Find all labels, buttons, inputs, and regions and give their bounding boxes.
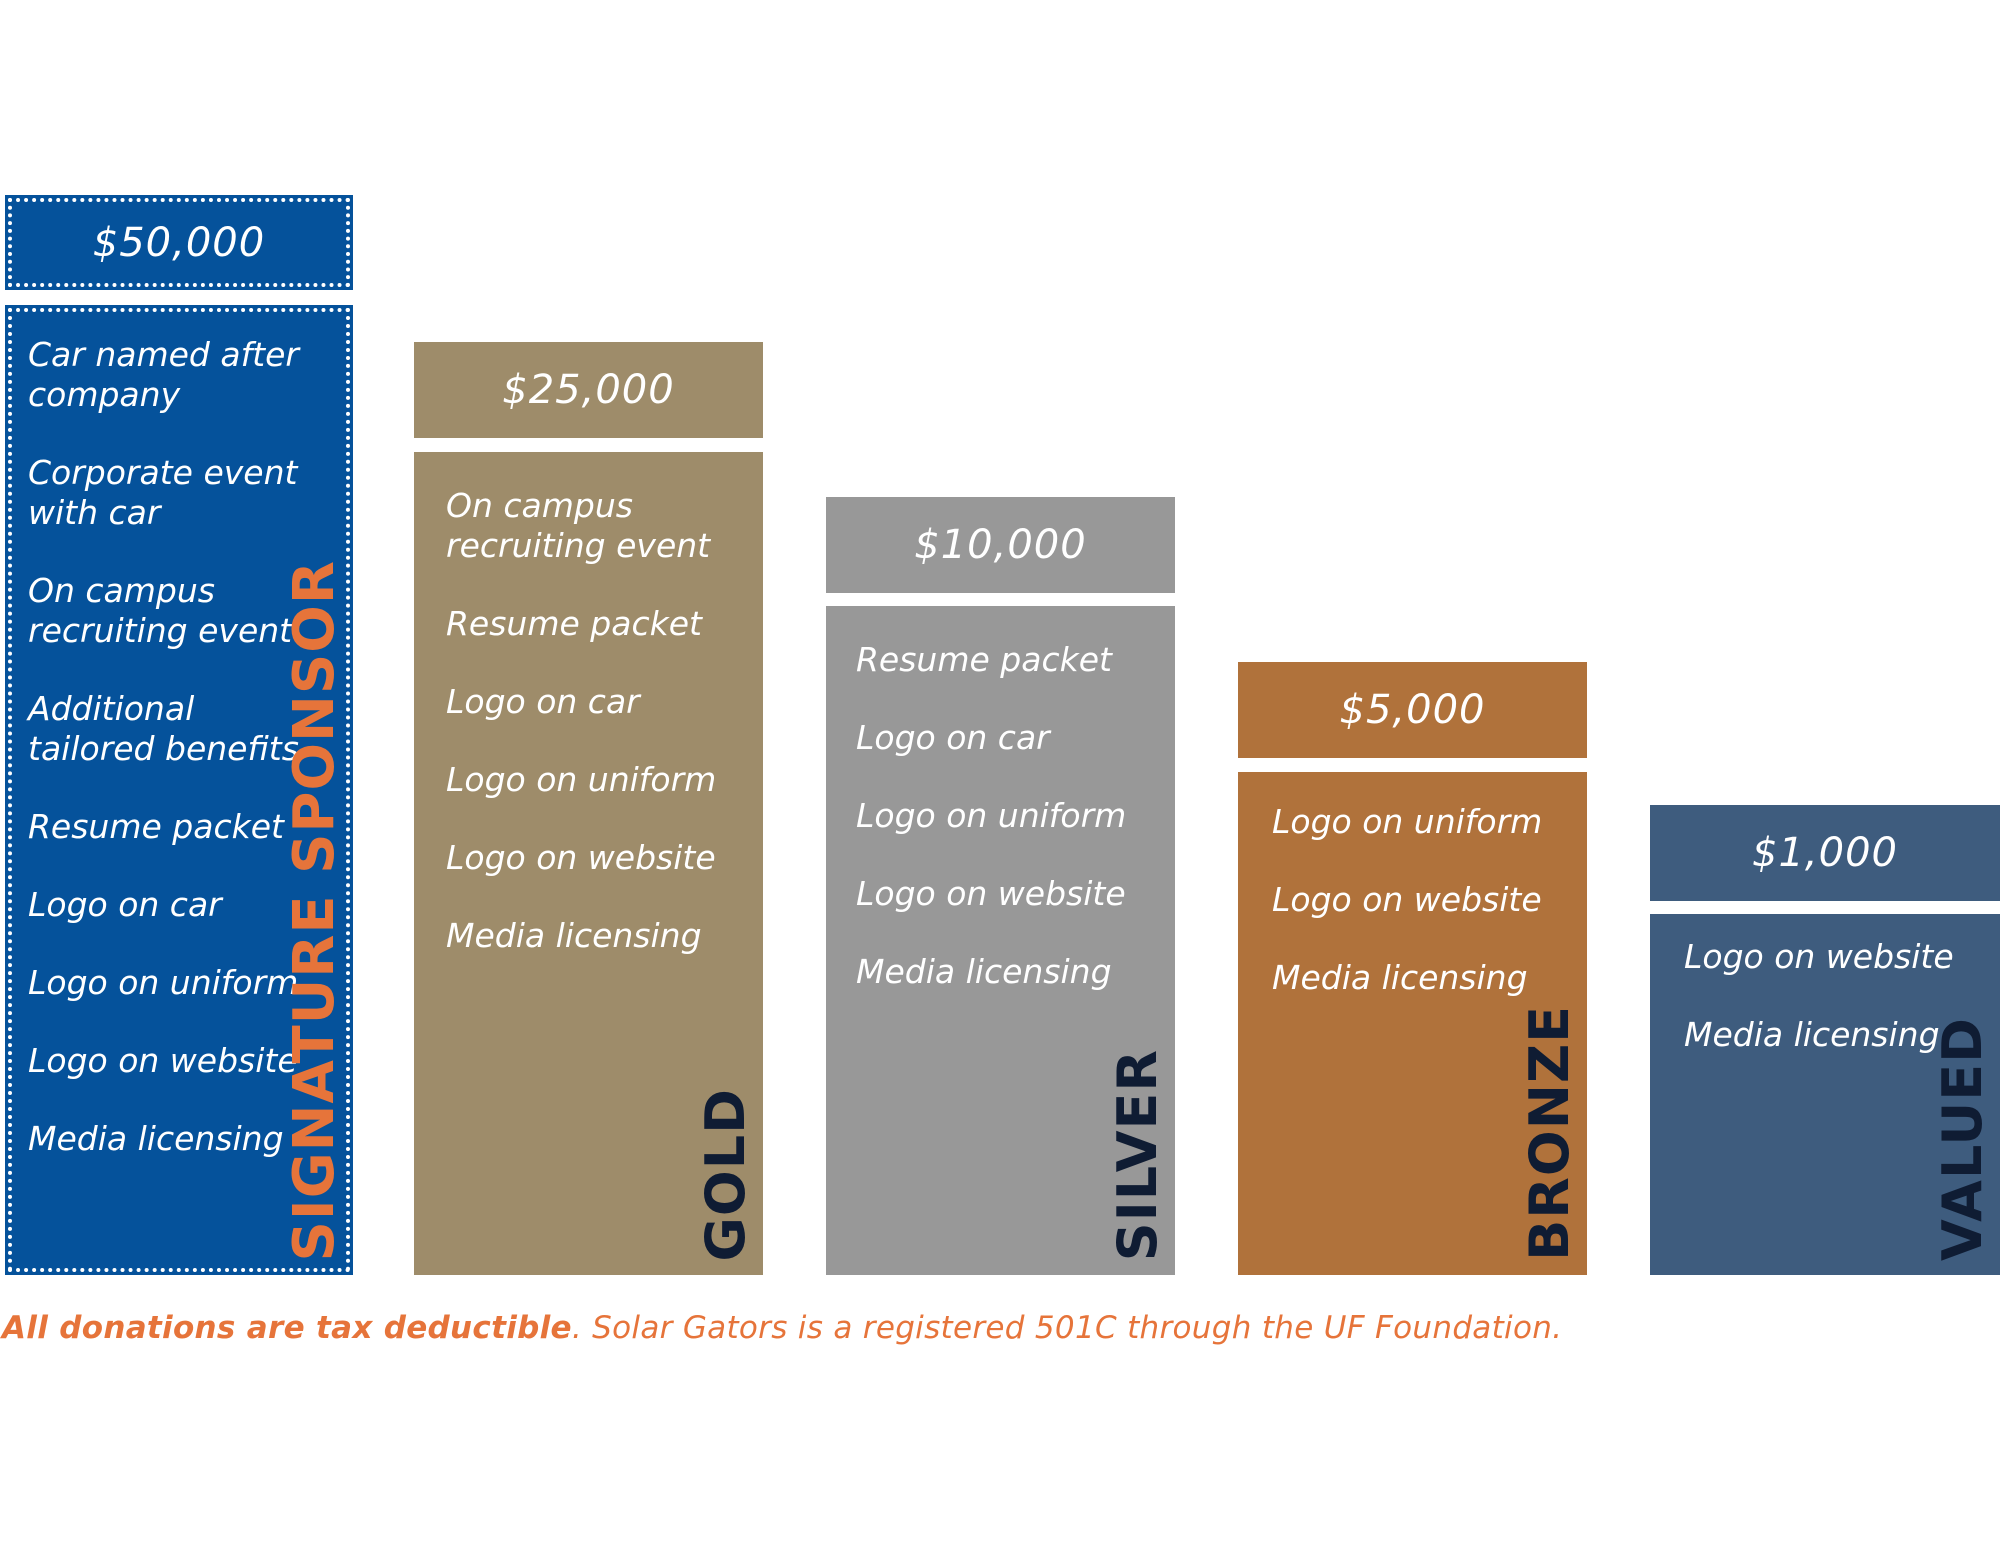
- benefit-item: Logo on uniform: [856, 796, 1127, 835]
- benefit-item: Logo on website: [28, 1041, 298, 1080]
- tier-price-box: $50,000: [5, 195, 353, 290]
- tier-benefits-panel: Car named after company Corporate event wi…: [5, 305, 353, 1275]
- tier-price: $25,000: [502, 367, 675, 413]
- benefit-item: Logo on car: [446, 682, 640, 721]
- tier-valued: $1,000 Logo on website Media licensing V…: [1650, 805, 2000, 1275]
- tier-name-bronze: BRONZE: [1518, 1005, 1581, 1261]
- tier-price: $10,000: [914, 522, 1087, 568]
- benefit-list: Logo on uniform Logo on website Media li…: [1272, 802, 1542, 998]
- benefit-item: Media licensing: [1684, 1015, 1940, 1054]
- benefit-item: Logo on car: [856, 718, 1050, 757]
- tier-price-box: $10,000: [826, 497, 1175, 593]
- benefit-item: Logo on car: [28, 885, 222, 924]
- benefit-item: On campus recruiting event: [28, 571, 293, 650]
- tier-benefits-panel: On campus recruiting event Resume packet …: [414, 452, 763, 1275]
- tier-price-box: $5,000: [1238, 662, 1587, 758]
- tax-deductible-detail: . Solar Gators is a registered 501C thro…: [571, 1310, 1563, 1346]
- benefit-item: Media licensing: [1272, 958, 1528, 997]
- benefit-list: Logo on website Media licensing: [1684, 937, 1954, 1055]
- benefit-item: Logo on uniform: [28, 963, 299, 1002]
- benefit-item: Logo on website: [1272, 880, 1542, 919]
- benefit-list: Resume packet Logo on car Logo on unifor…: [856, 640, 1126, 992]
- benefit-item: Logo on website: [1684, 937, 1954, 976]
- benefit-item: Resume packet: [856, 640, 1112, 679]
- benefit-item: Media licensing: [856, 952, 1112, 991]
- benefit-item: Logo on uniform: [1272, 802, 1543, 841]
- benefit-item: Car named after company: [28, 335, 299, 414]
- benefit-list: On campus recruiting event Resume packet …: [446, 486, 716, 956]
- benefit-item: Logo on website: [446, 838, 716, 877]
- benefit-item: Logo on uniform: [446, 760, 717, 799]
- benefit-item: Additional tailored benefits: [28, 689, 299, 768]
- benefit-item: Media licensing: [28, 1119, 284, 1158]
- tier-benefits-panel: Logo on uniform Logo on website Media li…: [1238, 772, 1587, 1275]
- tier-price: $50,000: [92, 219, 266, 266]
- tier-price: $5,000: [1339, 687, 1486, 733]
- tier-name-valued: VALUED: [1931, 1017, 1994, 1261]
- benefit-item: On campus recruiting event: [446, 486, 711, 565]
- benefit-list: Car named after company Corporate event wi…: [28, 335, 299, 1159]
- tier-name-gold: GOLD: [694, 1087, 757, 1261]
- tier-benefits-panel: Logo on website Media licensing VALUED: [1650, 914, 2000, 1275]
- tier-silver: $10,000 Resume packet Logo on car Logo o…: [826, 497, 1175, 1275]
- benefit-item: Media licensing: [446, 916, 702, 955]
- tier-benefits-panel: Resume packet Logo on car Logo on unifor…: [826, 606, 1175, 1275]
- tier-signature-sponsor: $50,000 Car named after company Corporate…: [5, 195, 353, 1275]
- tier-name-signature-sponsor: SIGNATURE SPONSOR: [282, 559, 347, 1261]
- tier-price-box: $25,000: [414, 342, 763, 438]
- tier-name-silver: SILVER: [1106, 1048, 1169, 1261]
- benefit-item: Logo on website: [856, 874, 1126, 913]
- tier-price-box: $1,000: [1650, 805, 2000, 901]
- tier-price: $1,000: [1752, 830, 1898, 876]
- tier-bronze: $5,000 Logo on uniform Logo on website M…: [1238, 662, 1587, 1275]
- tax-deductible-emphasis: All donations are tax deductible: [2, 1310, 572, 1346]
- benefit-item: Resume packet: [28, 807, 284, 846]
- tier-gold: $25,000 On campus recruiting event Resume…: [414, 342, 763, 1275]
- tax-deductible-note: All donations are tax deductible. Solar …: [2, 1310, 1562, 1346]
- benefit-item: Resume packet: [446, 604, 702, 643]
- benefit-item: Corporate event with car: [28, 453, 298, 532]
